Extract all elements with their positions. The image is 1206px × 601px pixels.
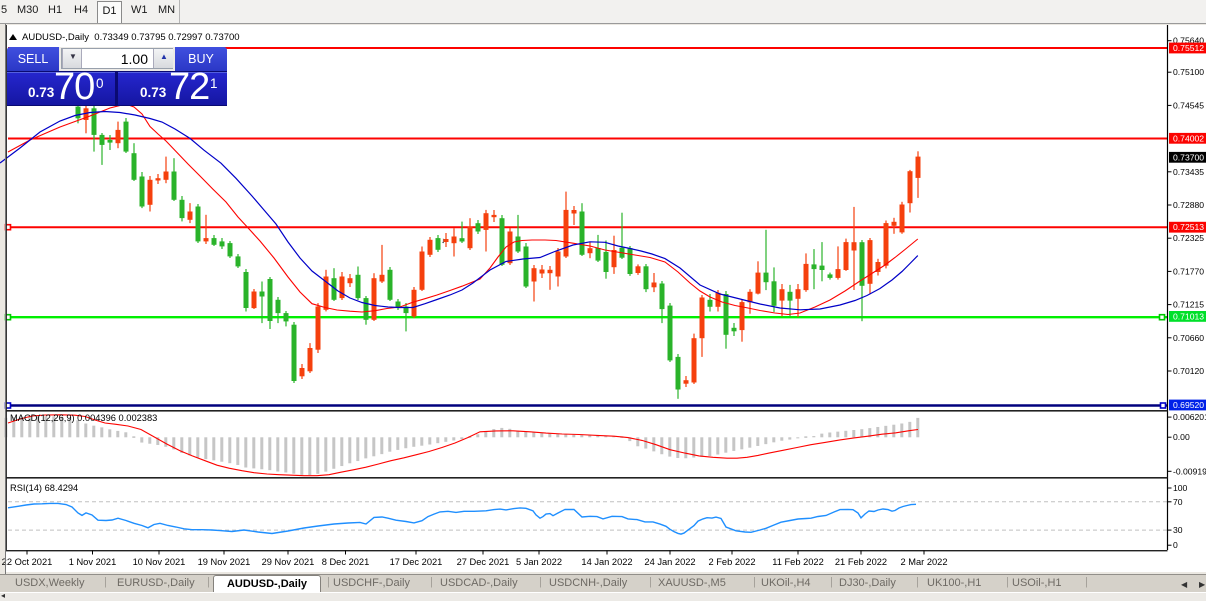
svg-text:↓: ↓: [441, 236, 445, 245]
svg-text:0.75512: 0.75512: [1173, 43, 1204, 53]
svg-text:0.71770: 0.71770: [1173, 266, 1204, 276]
svg-text:-0.00919: -0.00919: [1173, 466, 1206, 476]
svg-text:8 Dec 2021: 8 Dec 2021: [322, 557, 370, 567]
svg-text:2 Feb 2022: 2 Feb 2022: [708, 557, 755, 567]
svg-text:29 Nov 2021: 29 Nov 2021: [262, 557, 315, 567]
svg-text:10 Nov 2021: 10 Nov 2021: [133, 557, 186, 567]
svg-text:14 Jan 2022: 14 Jan 2022: [581, 557, 632, 567]
svg-text:24 Jan 2022: 24 Jan 2022: [644, 557, 695, 567]
svg-text:0.00: 0.00: [1173, 432, 1190, 442]
svg-text:0.73435: 0.73435: [1173, 167, 1204, 177]
svg-text:0.72325: 0.72325: [1173, 233, 1204, 243]
svg-text:0.71013: 0.71013: [1173, 311, 1204, 321]
svg-text:17 Dec 2021: 17 Dec 2021: [390, 557, 443, 567]
svg-text:27 Dec 2021: 27 Dec 2021: [457, 557, 510, 567]
svg-text:5 Jan 2022: 5 Jan 2022: [516, 557, 562, 567]
svg-text:0.70120: 0.70120: [1173, 366, 1204, 376]
svg-text:0: 0: [1173, 540, 1178, 550]
svg-text:0.72880: 0.72880: [1173, 200, 1204, 210]
svg-text:2 Mar 2022: 2 Mar 2022: [900, 557, 947, 567]
svg-text:0.74545: 0.74545: [1173, 100, 1204, 110]
svg-text:0.70660: 0.70660: [1173, 333, 1204, 343]
svg-text:0.72513: 0.72513: [1173, 222, 1204, 232]
svg-text:0.73700: 0.73700: [1173, 152, 1204, 162]
svg-text:30: 30: [1173, 525, 1183, 535]
svg-text:0.71215: 0.71215: [1173, 300, 1204, 310]
svg-text:22 Oct 2021: 22 Oct 2021: [2, 557, 53, 567]
svg-text:0.69520: 0.69520: [1173, 400, 1204, 410]
svg-text:70: 70: [1173, 497, 1183, 507]
svg-text:0.74002: 0.74002: [1173, 133, 1204, 143]
svg-text:0.75640: 0.75640: [1173, 36, 1204, 46]
svg-text:0.75100: 0.75100: [1173, 67, 1204, 77]
svg-text:0.006201: 0.006201: [1173, 412, 1206, 422]
svg-text:21 Feb 2022: 21 Feb 2022: [835, 557, 887, 567]
svg-text:19 Nov 2021: 19 Nov 2021: [198, 557, 251, 567]
svg-text:1 Nov 2021: 1 Nov 2021: [69, 557, 117, 567]
svg-text:11 Feb 2022: 11 Feb 2022: [772, 557, 824, 567]
svg-text:100: 100: [1173, 483, 1188, 493]
